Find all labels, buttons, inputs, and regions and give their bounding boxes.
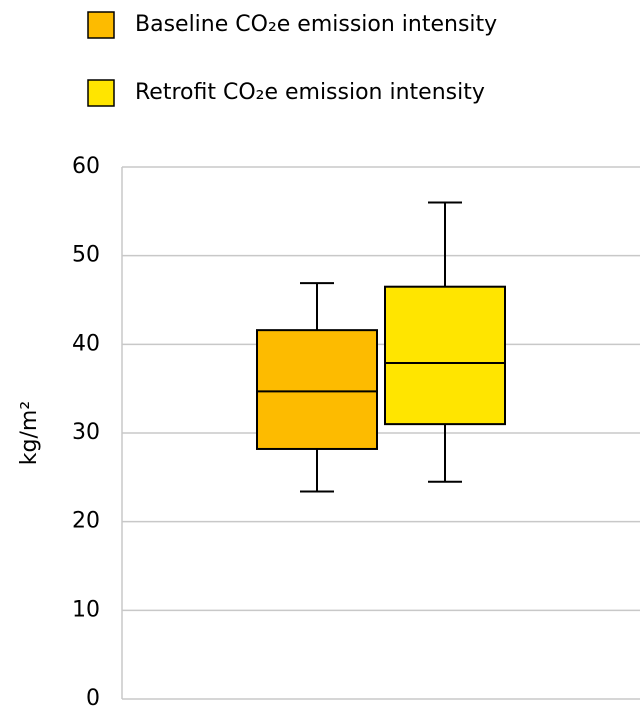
box xyxy=(256,329,378,450)
legend-label: Baseline CO₂e emission intensity xyxy=(135,12,497,37)
legend-swatch xyxy=(87,11,115,39)
y-tick-label: 40 xyxy=(72,331,100,356)
legend-label: Retrofit CO₂e emission intensity xyxy=(135,80,485,105)
y-tick-label: 20 xyxy=(72,509,100,534)
legend-swatch xyxy=(87,79,115,107)
box xyxy=(384,285,506,426)
y-tick-label: 60 xyxy=(72,154,100,179)
y-tick-label: 30 xyxy=(72,420,100,445)
y-axis-label: kg/m² xyxy=(17,401,42,465)
y-tick-label: 0 xyxy=(86,686,100,711)
y-tick-label: 50 xyxy=(72,243,100,268)
y-tick-label: 10 xyxy=(72,597,100,622)
